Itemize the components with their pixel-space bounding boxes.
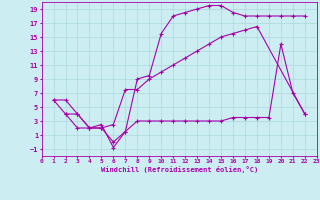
X-axis label: Windchill (Refroidissement éolien,°C): Windchill (Refroidissement éolien,°C) (100, 166, 258, 173)
